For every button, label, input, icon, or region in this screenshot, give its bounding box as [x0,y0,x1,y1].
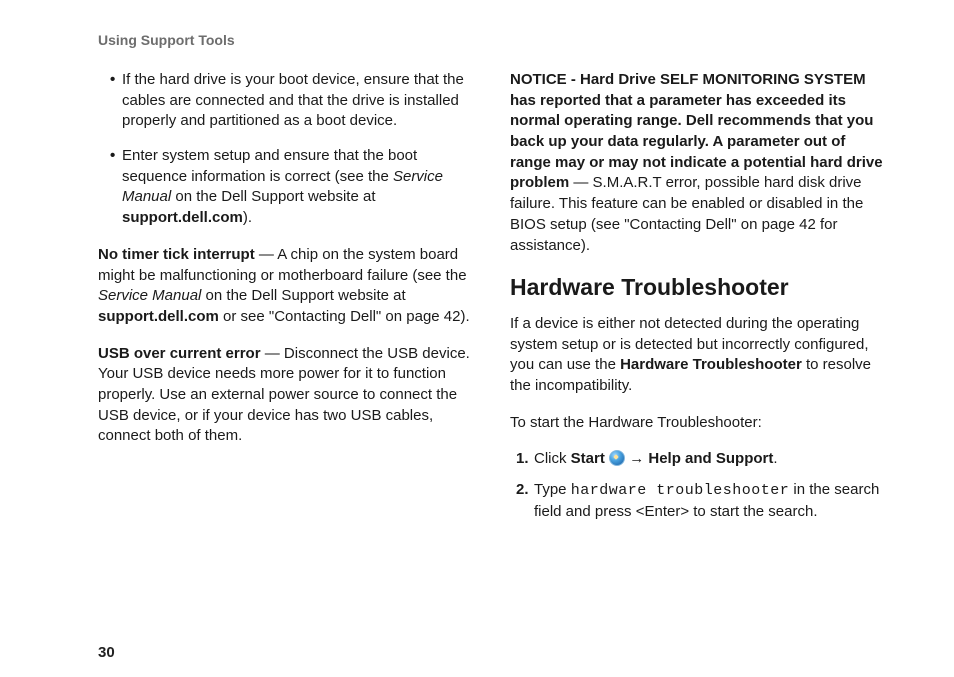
paragraph-no-timer: No timer tick interrupt — A chip on the … [98,245,474,328]
mono-text: hardware troubleshooter [571,482,790,499]
step-prefix: Type [534,481,571,498]
hardware-troubleshooter-bold: Hardware Troubleshooter [620,356,802,373]
bullet-prefix: Enter system setup and ensure that the b… [122,147,417,185]
steps-list: Click Start → Help and Support. Type har… [510,449,886,522]
right-column: NOTICE - Hard Drive SELF MONITORING SYST… [510,70,886,532]
paragraph-usb-error: USB over current error — Disconnect the … [98,344,474,447]
content-columns: If the hard drive is your boot device, e… [98,70,886,532]
bullet-middle: on the Dell Support website at [171,188,375,205]
para-text: on the Dell Support website at [201,287,405,304]
windows-start-icon [609,450,625,466]
paragraph-notice: NOTICE - Hard Drive SELF MONITORING SYST… [510,70,886,256]
start-bold: Start [571,450,605,467]
section-heading: Hardware Troubleshooter [510,272,886,304]
step-item: Type hardware troubleshooter in the sear… [516,480,886,522]
bullet-text: If the hard drive is your boot device, e… [122,71,464,129]
step-prefix: Click [534,450,571,467]
paragraph-intro: If a device is either not detected durin… [510,314,886,397]
support-link-bold: support.dell.com [98,308,219,325]
bullet-list: If the hard drive is your boot device, e… [98,70,474,229]
arrow-icon: → [625,450,648,467]
list-item: If the hard drive is your boot device, e… [110,70,474,132]
lead-bold: No timer tick interrupt [98,246,255,263]
bullet-suffix: ). [243,209,252,226]
start-line: To start the Hardware Troubleshooter: [510,413,886,434]
service-manual-italic: Service Manual [98,287,201,304]
list-item: Enter system setup and ensure that the b… [110,146,474,229]
step-item: Click Start → Help and Support. [516,449,886,470]
page-number: 30 [98,644,115,661]
page-header: Using Support Tools [98,32,886,48]
step-suffix: . [773,450,777,467]
help-support-bold: Help and Support [648,450,773,467]
lead-bold: USB over current error [98,345,261,362]
para-text: or see "Contacting Dell" on page 42). [219,308,470,325]
left-column: If the hard drive is your boot device, e… [98,70,474,532]
support-link-bold: support.dell.com [122,209,243,226]
